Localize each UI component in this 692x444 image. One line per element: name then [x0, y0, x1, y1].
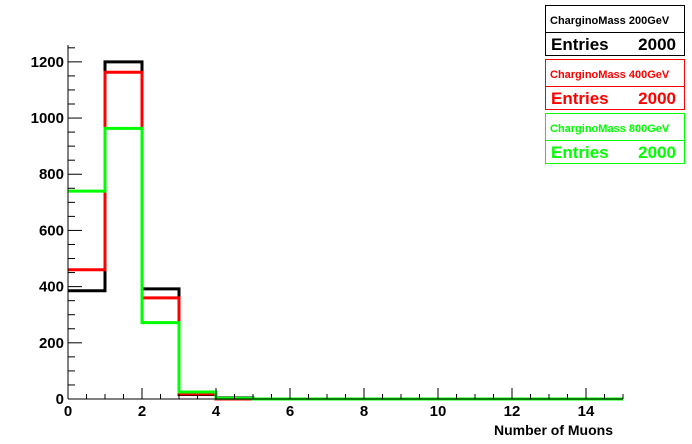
stats-title: CharginoMass 200GeV [550, 15, 670, 27]
stats-entries-label: Entries [551, 35, 609, 54]
stats-title: CharginoMass 400GeV [550, 69, 670, 81]
y-tick-label: 1200 [31, 54, 64, 71]
stats-entries-value: 2000 [638, 143, 676, 162]
series-line-0 [68, 60, 623, 401]
stats-divider [546, 32, 684, 33]
x-tick-label: 10 [430, 403, 447, 420]
stats-box-200gev: CharginoMass 200GeV Entries 2000 [545, 5, 685, 56]
axes-layer: 0 200 400 600 800 1000 1200 0 2 4 6 8 10 12 14 [31, 45, 624, 420]
stats-entries-label: Entries [551, 89, 609, 108]
x-tick-label: 12 [504, 403, 521, 420]
stats-box-400gev: CharginoMass 400GeV Entries 2000 [545, 59, 685, 110]
y-tick-label: 400 [39, 279, 64, 296]
stats-divider [546, 140, 684, 141]
stats-entries-value: 2000 [638, 89, 676, 108]
x-tick-label: 2 [138, 403, 146, 420]
y-tick-label: 800 [39, 166, 64, 183]
stats-box-800gev: CharginoMass 800GeV Entries 2000 [545, 113, 685, 164]
stats-entries-value: 2000 [638, 35, 676, 54]
stats-title: CharginoMass 800GeV [550, 123, 670, 135]
x-axis-title: Number of Muons [494, 422, 613, 438]
x-tick-label: 0 [64, 403, 72, 420]
x-tick-label: 14 [578, 403, 595, 420]
y-tick-label: 200 [39, 335, 64, 352]
stats-entries-label: Entries [551, 143, 609, 162]
y-tick-label: 1000 [31, 110, 64, 127]
series-layer [68, 60, 623, 401]
x-tick-label: 6 [286, 403, 294, 420]
series-line-1 [68, 70, 623, 401]
x-tick-label: 8 [360, 403, 368, 420]
y-tick-label: 0 [56, 391, 64, 408]
series-line-2 [68, 126, 623, 401]
stats-divider [546, 86, 684, 87]
y-tick-label: 600 [39, 222, 64, 239]
x-tick-label: 4 [212, 403, 221, 420]
